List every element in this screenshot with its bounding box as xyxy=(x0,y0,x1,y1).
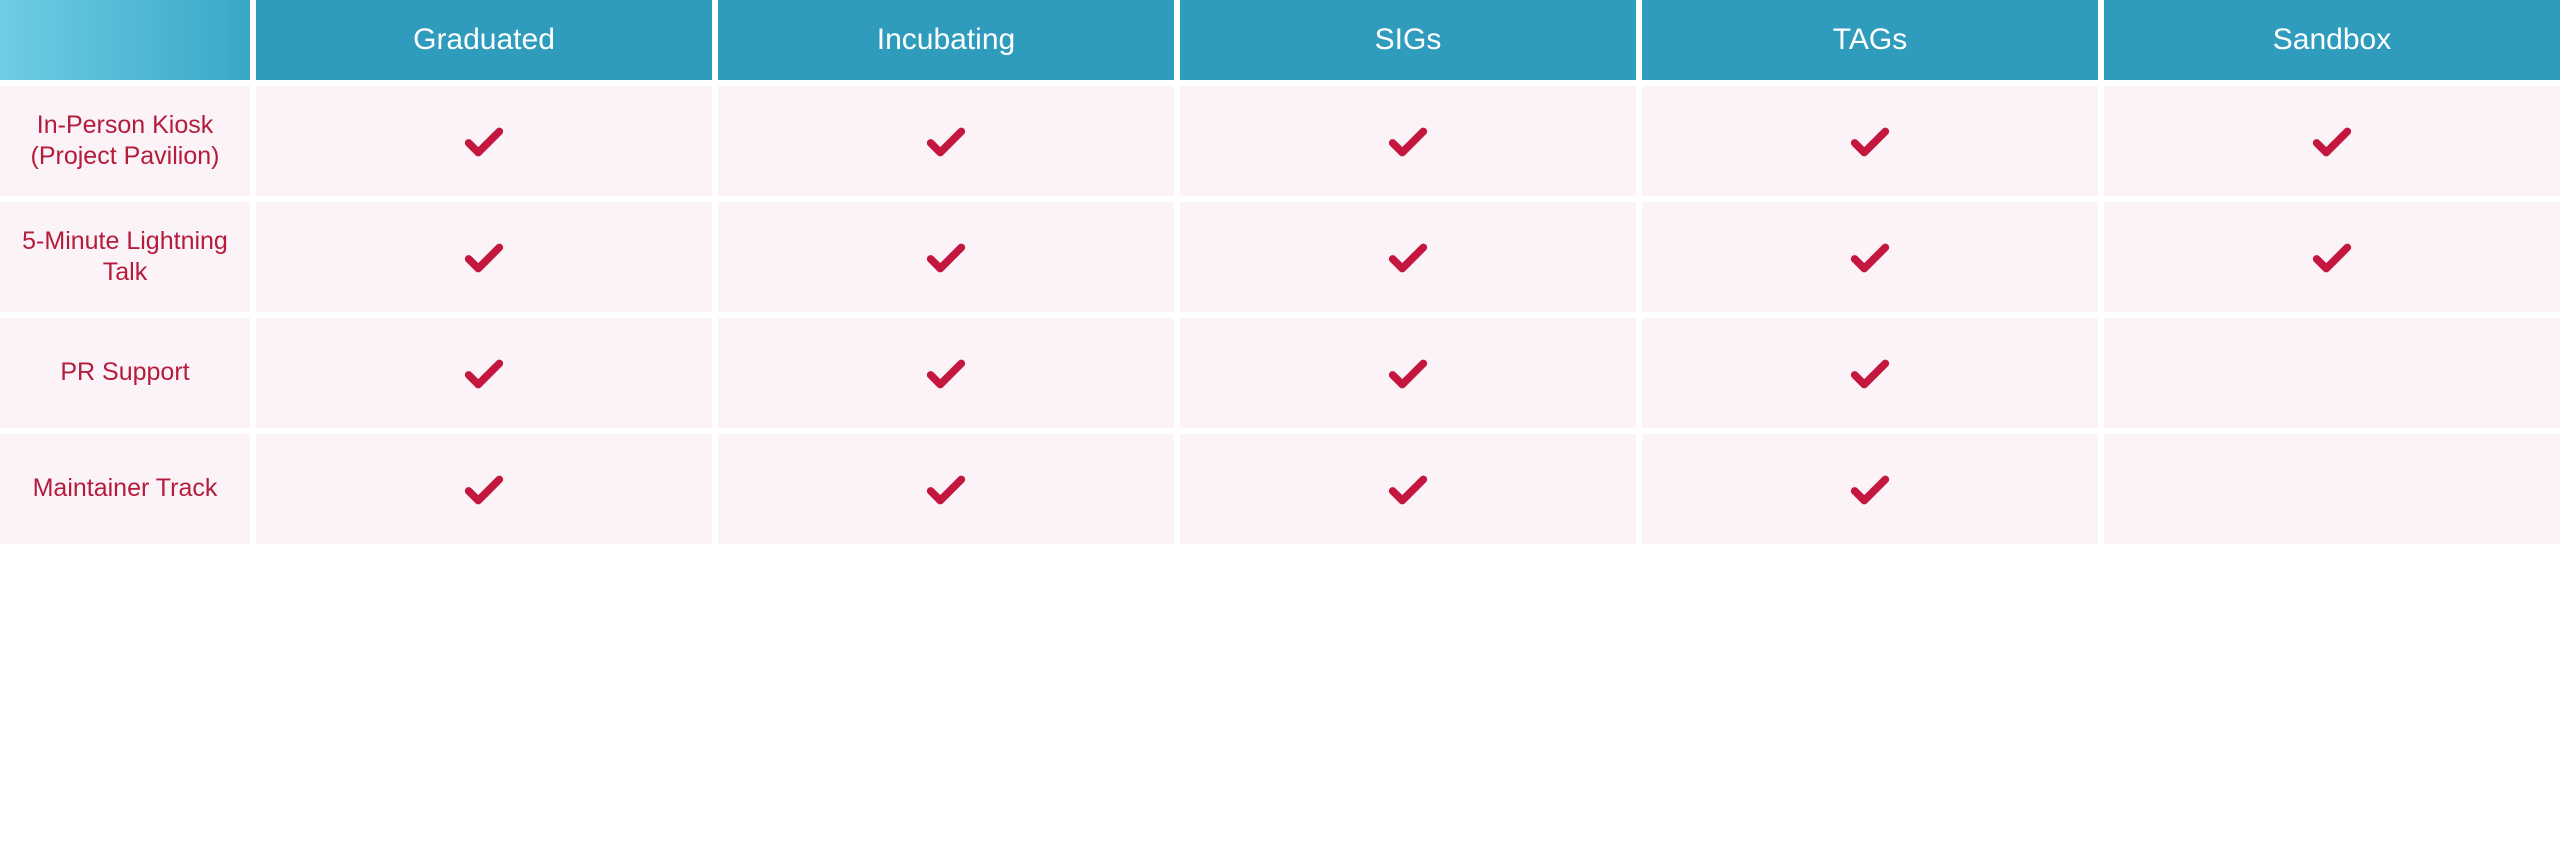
column-header: Incubating xyxy=(718,0,1174,80)
check-cell xyxy=(256,318,712,428)
header-corner-cell xyxy=(0,0,250,80)
check-cell xyxy=(1642,202,2098,312)
column-header: Graduated xyxy=(256,0,712,80)
check-icon xyxy=(1385,118,1431,164)
check-cell xyxy=(718,86,1174,196)
feature-matrix-table: GraduatedIncubatingSIGsTAGsSandbox In-Per… xyxy=(0,0,2560,544)
empty-cell xyxy=(2104,318,2560,428)
check-cell xyxy=(1180,318,1636,428)
check-icon xyxy=(461,466,507,512)
check-icon xyxy=(923,466,969,512)
row-label: Maintainer Track xyxy=(0,434,250,544)
check-icon xyxy=(923,350,969,396)
empty-cell xyxy=(2104,434,2560,544)
column-header: Sandbox xyxy=(2104,0,2560,80)
check-icon xyxy=(1847,234,1893,280)
column-header: TAGs xyxy=(1642,0,2098,80)
check-icon xyxy=(1847,350,1893,396)
check-cell xyxy=(1642,434,2098,544)
check-cell xyxy=(1180,434,1636,544)
check-icon xyxy=(2309,118,2355,164)
check-cell xyxy=(256,86,712,196)
check-cell xyxy=(256,202,712,312)
check-cell xyxy=(1180,202,1636,312)
check-icon xyxy=(923,118,969,164)
check-cell xyxy=(718,434,1174,544)
row-label: In-Person Kiosk (Project Pavilion) xyxy=(0,86,250,196)
check-cell xyxy=(2104,86,2560,196)
check-icon xyxy=(461,118,507,164)
check-cell xyxy=(1642,86,2098,196)
row-label: PR Support xyxy=(0,318,250,428)
check-cell xyxy=(1642,318,2098,428)
row-label: 5-Minute Lightning Talk xyxy=(0,202,250,312)
check-cell xyxy=(718,318,1174,428)
check-icon xyxy=(1847,118,1893,164)
column-header: SIGs xyxy=(1180,0,1636,80)
check-cell xyxy=(718,202,1174,312)
check-icon xyxy=(1847,466,1893,512)
check-icon xyxy=(461,350,507,396)
check-icon xyxy=(2309,234,2355,280)
check-icon xyxy=(1385,350,1431,396)
check-cell xyxy=(2104,202,2560,312)
check-icon xyxy=(461,234,507,280)
check-icon xyxy=(923,234,969,280)
check-icon xyxy=(1385,234,1431,280)
check-icon xyxy=(1385,466,1431,512)
check-cell xyxy=(1180,86,1636,196)
check-cell xyxy=(256,434,712,544)
